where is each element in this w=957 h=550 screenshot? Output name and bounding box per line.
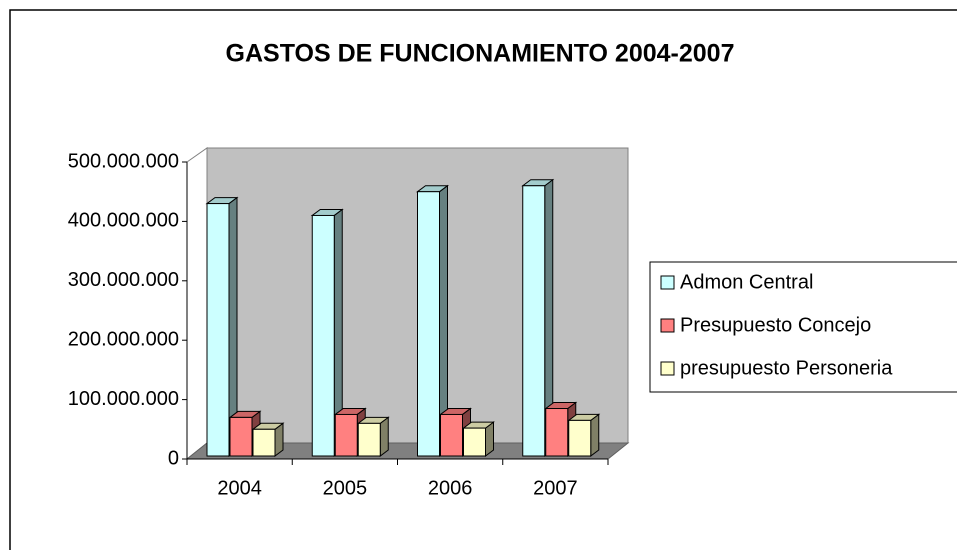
legend-label: Presupuesto Concejo	[680, 314, 871, 336]
legend-box	[649, 261, 957, 393]
y-tick-label: 400.000.000	[68, 210, 179, 232]
legend-label: presupuesto Personeria	[680, 357, 893, 379]
y-tick-label: 0	[168, 447, 179, 469]
legend-swatch	[660, 318, 675, 333]
bar	[334, 413, 358, 457]
legend-label: Admon Central	[680, 271, 813, 293]
bar	[568, 419, 592, 457]
bar	[206, 203, 230, 457]
legend-swatch	[660, 361, 675, 376]
y-tick-label: 200.000.000	[68, 328, 179, 350]
y-tick-label: 300.000.000	[68, 269, 179, 291]
x-tick-label: 2006	[428, 477, 473, 499]
bar	[522, 185, 546, 457]
chart-title: GASTOS DE FUNCIONAMIENTO 2004-2007	[226, 40, 735, 68]
bar	[229, 416, 253, 457]
bar	[463, 427, 486, 457]
bar	[545, 408, 569, 457]
bar	[440, 413, 463, 457]
x-tick-label: 2004	[217, 477, 262, 499]
bar	[252, 428, 276, 457]
y-tick-label: 500.000.000	[68, 150, 179, 172]
bar	[311, 214, 335, 457]
bar-side	[379, 416, 389, 457]
x-tick-label: 2005	[323, 477, 368, 499]
side-wall	[186, 147, 208, 461]
y-tick-label: 100.000.000	[68, 388, 179, 410]
x-tick-label: 2007	[533, 477, 578, 499]
bar	[417, 191, 440, 457]
bar	[357, 422, 381, 457]
bar-side	[590, 413, 600, 457]
legend-swatch	[660, 275, 675, 290]
